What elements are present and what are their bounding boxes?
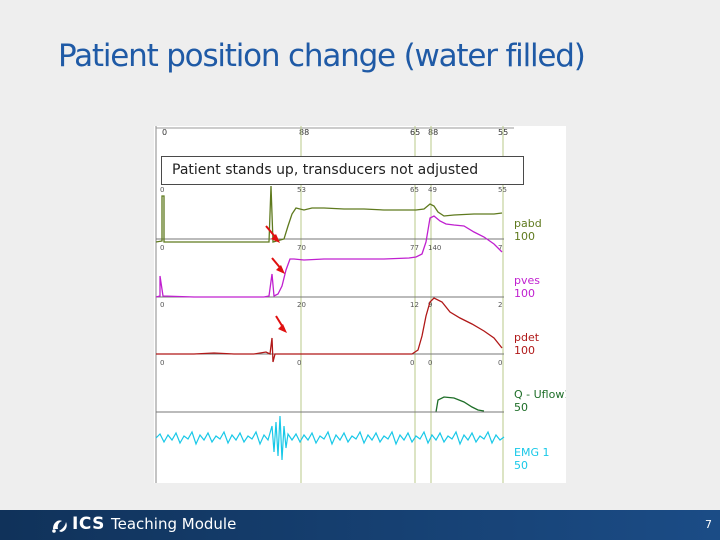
row-1-value-1: 53 <box>297 186 306 194</box>
row-1-value-0: 0 <box>160 186 164 194</box>
row-1-value-4: 55 <box>498 186 507 194</box>
channel-label-pves: pves <box>514 274 540 287</box>
channel-scale-flow: 50 <box>514 401 528 414</box>
channel-label-pabd: pabd <box>514 217 542 230</box>
channel-scale-pdet: 100 <box>514 344 535 357</box>
row-3-value-1: 20 <box>297 301 306 309</box>
footer-bar: ICS Teaching Module 7 <box>0 510 720 540</box>
row-3-value-2: 12 <box>410 301 419 309</box>
top-axis-label-0: 0 <box>162 128 167 137</box>
page-number: 7 <box>705 518 712 531</box>
pdet-trace <box>156 297 503 363</box>
channel-scale-pves: 100 <box>514 287 535 300</box>
top-axis-label-3: 88 <box>428 128 438 137</box>
row-4-value-4: 0 <box>498 359 502 367</box>
row-3-value-0: 0 <box>160 301 164 309</box>
channel-scale-emg: 50 <box>514 459 528 472</box>
pves-trace <box>155 215 503 298</box>
top-axis-label-1: 88 <box>299 128 309 137</box>
pabd-trace <box>155 185 503 243</box>
channel-scale-pabd: 100 <box>514 230 535 243</box>
row-2-value-0: 0 <box>160 244 164 252</box>
row-2-value-3: 140 <box>428 244 441 252</box>
row-4-value-1: 0 <box>297 359 301 367</box>
flow-trace <box>435 396 485 413</box>
channel-label-pdet: pdet <box>514 331 540 344</box>
arrow-annotation-3 <box>275 315 287 333</box>
row-4-value-2: 0 <box>410 359 414 367</box>
emg-trace <box>155 415 505 461</box>
row-3-value-3: 9 <box>428 301 432 309</box>
arrow-annotation-1 <box>265 225 280 243</box>
row-1-value-2: 65 <box>410 186 419 194</box>
urodynamic-trace-plot: 0 88 65 88 55 0 53 65 49 55 0 70 77 140 … <box>155 126 566 483</box>
channel-label-flow: Q - Uflow1 <box>514 388 566 401</box>
row-4-value-0: 0 <box>160 359 164 367</box>
row-2-value-1: 70 <box>297 244 306 252</box>
row-2-value-4: 7 <box>498 244 502 252</box>
urodynamic-trace-chart: 0 88 65 88 55 0 53 65 49 55 0 70 77 140 … <box>154 126 566 483</box>
channel-label-emg: EMG 1 <box>514 446 549 459</box>
row-1-value-3: 49 <box>428 186 437 194</box>
ics-logo-icon <box>52 520 67 533</box>
footer-label: Teaching Module <box>111 515 237 533</box>
row-3-value-4: 2 <box>498 301 502 309</box>
slide-title: Patient position change (water filled) <box>58 38 586 74</box>
arrow-annotation-2 <box>271 257 285 274</box>
logo-text: ICS <box>72 514 105 534</box>
row-4-value-3: 0 <box>428 359 432 367</box>
row-2-value-2: 77 <box>410 244 419 252</box>
annotation-callout: Patient stands up, transducers not adjus… <box>161 156 524 185</box>
